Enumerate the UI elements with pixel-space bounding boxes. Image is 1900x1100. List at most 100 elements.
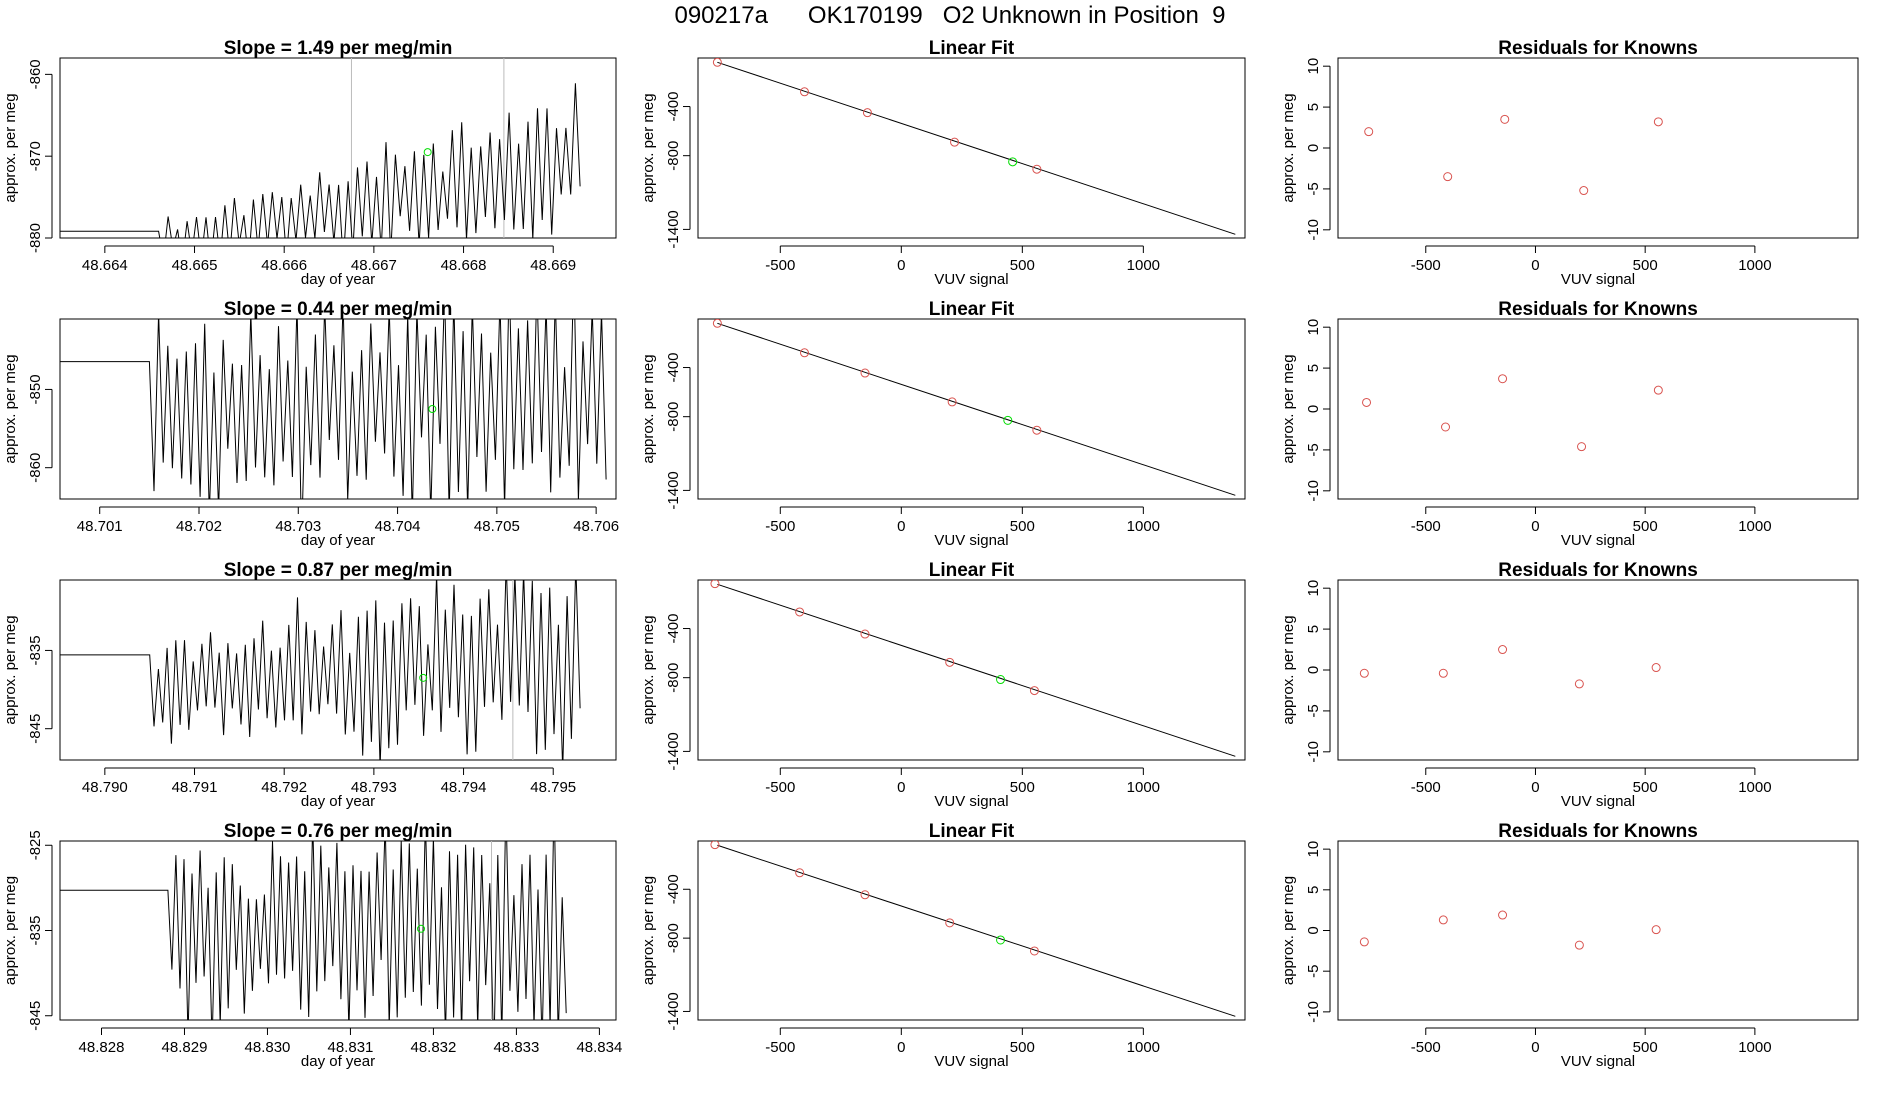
residual-point <box>1500 114 1510 124</box>
x-tick-label: -500 <box>1411 779 1441 796</box>
x-tick-label: 1000 <box>1127 1039 1160 1056</box>
y-tick-label: -400 <box>665 353 682 383</box>
y-tick-label: -1400 <box>665 992 682 1030</box>
x-tick-label: 48.665 <box>172 257 218 274</box>
x-tick-label: -500 <box>765 779 795 796</box>
x-tick-label: 48.829 <box>162 1039 208 1056</box>
x-axis-label: VUV signal <box>934 1053 1008 1070</box>
known-standard-point <box>1029 946 1039 956</box>
y-tick-label: -1400 <box>665 210 682 248</box>
x-tick-label: 48.668 <box>441 257 487 274</box>
plot-title: Residuals for Knowns <box>1498 299 1698 320</box>
known-standard-point <box>712 319 722 328</box>
x-tick-label: -500 <box>765 257 795 274</box>
y-axis-label: approx. per meg <box>2 876 19 985</box>
x-tick-label: 0 <box>897 257 905 274</box>
plot-data-area <box>60 58 581 238</box>
x-tick-label: 48.704 <box>375 518 421 535</box>
x-tick-label: 48.830 <box>245 1039 291 1056</box>
plot-frame <box>1337 579 1859 761</box>
y-tick-label: -835 <box>27 635 44 665</box>
panel-residuals-row-2: Residuals for Knowns -500 0 500 1000 VUV sign… <box>1280 299 1859 549</box>
y-tick-label: 5 <box>1305 625 1322 633</box>
known-standard-point <box>860 368 870 378</box>
y-tick-label: -400 <box>665 92 682 122</box>
x-tick-label: 500 <box>1010 257 1035 274</box>
unknown-sample-marker <box>419 673 428 682</box>
plot-data-area <box>60 580 581 760</box>
residual-point <box>1579 186 1589 196</box>
y-tick-label: -850 <box>27 374 44 404</box>
plot-title: Linear Fit <box>929 299 1015 320</box>
plot-title: Linear Fit <box>929 560 1015 581</box>
y-axis-label: approx. per meg <box>640 615 657 724</box>
x-tick-label: 48.706 <box>573 518 619 535</box>
y-tick-label: -5 <box>1305 182 1322 195</box>
residual-point <box>1362 397 1372 407</box>
known-standard-point <box>1032 425 1042 435</box>
x-tick-label: 500 <box>1633 779 1658 796</box>
x-tick-label: 500 <box>1633 257 1658 274</box>
y-axis-label: approx. per meg <box>1280 93 1297 202</box>
plot-data-area <box>710 841 1236 1017</box>
y-tick-label: 10 <box>1305 58 1322 75</box>
panel-timeseries-row-1: Slope = 1.49 per meg/min 48.664 48.665 48.6… <box>2 38 617 288</box>
residual-point <box>1651 925 1661 935</box>
x-tick-label: 500 <box>1633 518 1658 535</box>
panel-linear-fit-row-1: Linear Fit -500 0 500 1000 VUV signal -400 -800… <box>640 38 1246 288</box>
y-axis-label: approx. per meg <box>1280 876 1297 985</box>
y-axis-label: approx. per meg <box>1280 615 1297 724</box>
known-standard-point <box>1032 164 1042 174</box>
residual-point <box>1651 663 1661 673</box>
panel-residuals-row-4: Residuals for Knowns -500 0 500 1000 VUV sign… <box>1280 821 1859 1070</box>
y-tick-label: -800 <box>665 141 682 171</box>
x-tick-label: 48.669 <box>530 257 576 274</box>
panel-timeseries-row-3: Slope = 0.87 per meg/min 48.790 48.791 48.7… <box>2 560 617 810</box>
x-tick-label: 48.701 <box>77 518 123 535</box>
fit-line <box>717 61 1236 235</box>
x-tick-label: 48.792 <box>261 779 307 796</box>
plot-data-area <box>1362 374 1663 452</box>
x-axis-label: VUV signal <box>1561 271 1635 288</box>
x-tick-label: 48.702 <box>176 518 222 535</box>
y-axis-label: approx. per meg <box>2 354 19 463</box>
x-axis-label: VUV signal <box>1561 1053 1635 1070</box>
x-axis-label: VUV signal <box>1561 532 1635 549</box>
x-tick-label: 48.795 <box>530 779 576 796</box>
x-tick-label: 48.794 <box>441 779 487 796</box>
panel-residuals-row-3: Residuals for Knowns -500 0 500 1000 VUV sign… <box>1280 560 1859 810</box>
plot-frame <box>697 840 1246 1021</box>
page-title: 090217a OK170199 O2 Unknown in Position … <box>674 2 1226 29</box>
x-tick-label: 1000 <box>1738 257 1771 274</box>
plot-title: Residuals for Knowns <box>1498 38 1698 59</box>
y-tick-label: -10 <box>1305 1001 1322 1023</box>
y-tick-label: 10 <box>1305 580 1322 597</box>
y-tick-label: 0 <box>1305 666 1322 674</box>
x-tick-label: 48.832 <box>410 1039 456 1056</box>
x-tick-label: 48.828 <box>79 1039 125 1056</box>
unknown-sample-marker <box>423 148 432 157</box>
x-axis-label: VUV signal <box>934 793 1008 810</box>
data-series-line <box>60 83 581 238</box>
y-tick-label: -10 <box>1305 219 1322 241</box>
known-standard-point <box>860 890 870 900</box>
y-tick-label: 0 <box>1305 926 1322 934</box>
known-standard-point <box>860 629 870 639</box>
known-standard-point <box>945 918 955 928</box>
x-tick-label: 1000 <box>1738 518 1771 535</box>
unknown-sample-point <box>1003 415 1013 425</box>
x-tick-label: 48.831 <box>328 1039 374 1056</box>
known-standard-point <box>795 607 805 617</box>
x-tick-label: 0 <box>1531 779 1539 796</box>
panel-timeseries-row-2: Slope = 0.44 per meg/min 48.701 48.702 48.7… <box>2 299 619 549</box>
x-axis-label: day of year <box>301 271 375 288</box>
y-tick-label: -1400 <box>665 732 682 770</box>
x-tick-label: 48.834 <box>576 1039 622 1056</box>
known-standard-point <box>862 108 872 118</box>
residual-point <box>1498 645 1508 655</box>
x-tick-label: 0 <box>897 1039 905 1056</box>
x-tick-label: -500 <box>1411 257 1441 274</box>
y-tick-label: -845 <box>27 714 44 744</box>
y-tick-label: -5 <box>1305 704 1322 717</box>
